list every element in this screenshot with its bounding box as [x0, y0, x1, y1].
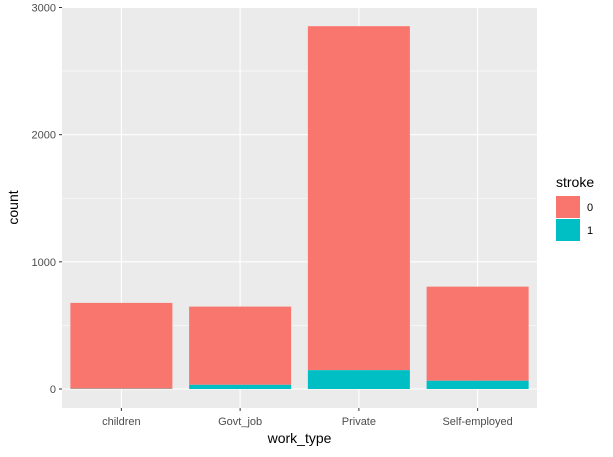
legend: stroke 0 1 — [556, 174, 594, 241]
x-tick-label: Govt_job — [218, 416, 262, 428]
y-axis: 0 1000 2000 3000 — [32, 2, 62, 396]
bar-Govt_job-stroke-0 — [189, 307, 291, 385]
legend-title: stroke — [556, 174, 594, 190]
bar-Private-stroke-0 — [308, 26, 410, 370]
x-tick-label: Self-employed — [442, 416, 512, 428]
y-tick-label: 3000 — [32, 2, 56, 14]
legend-key-1 — [556, 219, 580, 241]
legend-label-0: 0 — [587, 202, 593, 214]
x-axis: children Govt_job Private Self-employed — [102, 408, 513, 428]
y-tick-label: 1000 — [32, 257, 56, 269]
y-tick-label: 0 — [50, 384, 56, 396]
legend-key-0 — [556, 196, 580, 218]
legend-label-1: 1 — [587, 225, 593, 237]
bar-Self-employed-stroke-0 — [427, 287, 529, 381]
bar-children-stroke-0 — [70, 303, 172, 389]
bar-Govt_job-stroke-1 — [189, 385, 291, 389]
y-tick-label: 2000 — [32, 130, 56, 142]
x-tick-label: children — [102, 416, 141, 428]
bar-Self-employed-stroke-1 — [427, 381, 529, 389]
x-axis-title: work_type — [267, 430, 332, 446]
bar-Private-stroke-1 — [308, 370, 410, 389]
y-axis-title: count — [5, 190, 21, 224]
x-tick-label: Private — [342, 416, 376, 428]
